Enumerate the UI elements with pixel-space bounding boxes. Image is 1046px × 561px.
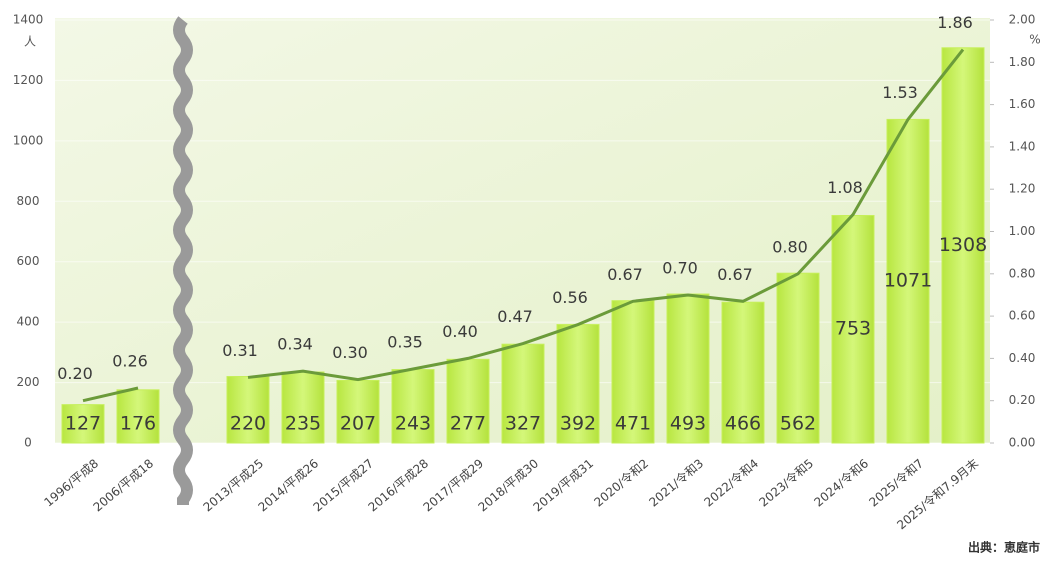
y2-tick-label: 1.00 xyxy=(1009,224,1036,238)
bar xyxy=(281,371,325,444)
bar xyxy=(336,379,380,444)
y-tick-label: 400 xyxy=(17,315,40,329)
bar-value-label: 466 xyxy=(725,413,761,435)
bar xyxy=(556,324,600,444)
y2-tick-label: 0.80 xyxy=(1009,266,1036,280)
source: 出典：恵庭市 xyxy=(968,540,1040,555)
bar-value-label: 493 xyxy=(670,413,706,435)
bar xyxy=(116,389,160,444)
bar-value-label: 235 xyxy=(285,413,321,435)
bar-value-label: 1308 xyxy=(939,234,987,256)
y2-tick-label: 0.40 xyxy=(1009,351,1036,365)
bar xyxy=(721,301,765,444)
line-value-label: 0.47 xyxy=(497,307,533,326)
bar-value-label: 327 xyxy=(505,413,541,435)
line-value-label: 1.53 xyxy=(882,83,918,102)
bar-value-label: 1071 xyxy=(884,270,932,292)
y-tick-label: 800 xyxy=(17,194,40,208)
line-value-label: 0.30 xyxy=(332,343,368,362)
bar-value-label: 243 xyxy=(395,413,431,435)
x-tick-label: 2021/令和3 xyxy=(646,455,706,509)
bar xyxy=(666,293,710,444)
bar xyxy=(611,300,655,444)
x-tick-label: 2022/令和4 xyxy=(701,455,761,509)
line-value-label: 0.35 xyxy=(387,332,423,351)
line-value-label: 0.67 xyxy=(607,265,643,284)
y2-tick-label: 2.00 xyxy=(1009,13,1036,27)
y-axis-unit: 人 xyxy=(24,35,36,49)
bar-value-label: 220 xyxy=(230,413,266,435)
line-value-label: 1.08 xyxy=(827,178,863,197)
line-value-label: 0.80 xyxy=(772,237,808,256)
y2-axis-unit: % xyxy=(1029,33,1040,47)
line-value-label: 0.40 xyxy=(442,322,478,341)
x-tick-label: 2023/令和5 xyxy=(756,455,816,509)
x-tick-label: 2019/平成31 xyxy=(531,456,597,514)
line-value-label: 0.31 xyxy=(222,341,258,360)
line-value-label: 1.86 xyxy=(937,13,973,32)
bar xyxy=(941,47,985,444)
line-value-label: 0.70 xyxy=(662,258,698,277)
bar-value-label: 207 xyxy=(340,413,376,435)
bar-value-label: 753 xyxy=(835,318,871,340)
y2-tick-label: 0.60 xyxy=(1009,309,1036,323)
bar-value-label: 562 xyxy=(780,413,816,435)
bar-value-label: 176 xyxy=(120,413,156,435)
y-tick-label: 0 xyxy=(24,436,32,450)
y2-tick-label: 1.60 xyxy=(1009,97,1036,111)
bar xyxy=(776,272,820,444)
y-tick-label: 1000 xyxy=(13,133,44,147)
y2-tick-label: 1.40 xyxy=(1009,139,1036,153)
x-tick-label: 2024/令和6 xyxy=(811,455,871,509)
line xyxy=(247,48,965,382)
line-value-label: 0.26 xyxy=(112,352,148,371)
bar-value-label: 127 xyxy=(65,413,101,435)
line-value-label: 0.56 xyxy=(552,288,588,307)
y2-tick-label: 1.80 xyxy=(1009,55,1036,69)
bar-value-label: 277 xyxy=(450,413,486,435)
bar-value-label: 471 xyxy=(615,413,651,435)
bar xyxy=(226,376,270,444)
line xyxy=(82,386,139,403)
axis-break xyxy=(173,16,193,505)
line-value-label: 0.34 xyxy=(277,335,313,354)
y-tick-label: 200 xyxy=(17,375,40,389)
y-tick-label: 1200 xyxy=(13,73,44,87)
y2-tick-label: 0.20 xyxy=(1009,393,1036,407)
x-tick-label: 2020/令和2 xyxy=(591,455,651,509)
y2-tick-label: 1.20 xyxy=(1009,182,1036,196)
bar-value-label: 392 xyxy=(560,413,596,435)
line-value-label: 0.20 xyxy=(57,364,93,383)
bar xyxy=(61,404,105,444)
y-tick-label: 1400 xyxy=(13,13,44,27)
x-tick-label: 2006/平成18 xyxy=(91,456,157,514)
y-tick-label: 600 xyxy=(17,254,40,268)
y2-tick-label: 0.00 xyxy=(1009,436,1036,450)
line-value-label: 0.67 xyxy=(717,265,753,284)
bar xyxy=(886,118,930,444)
